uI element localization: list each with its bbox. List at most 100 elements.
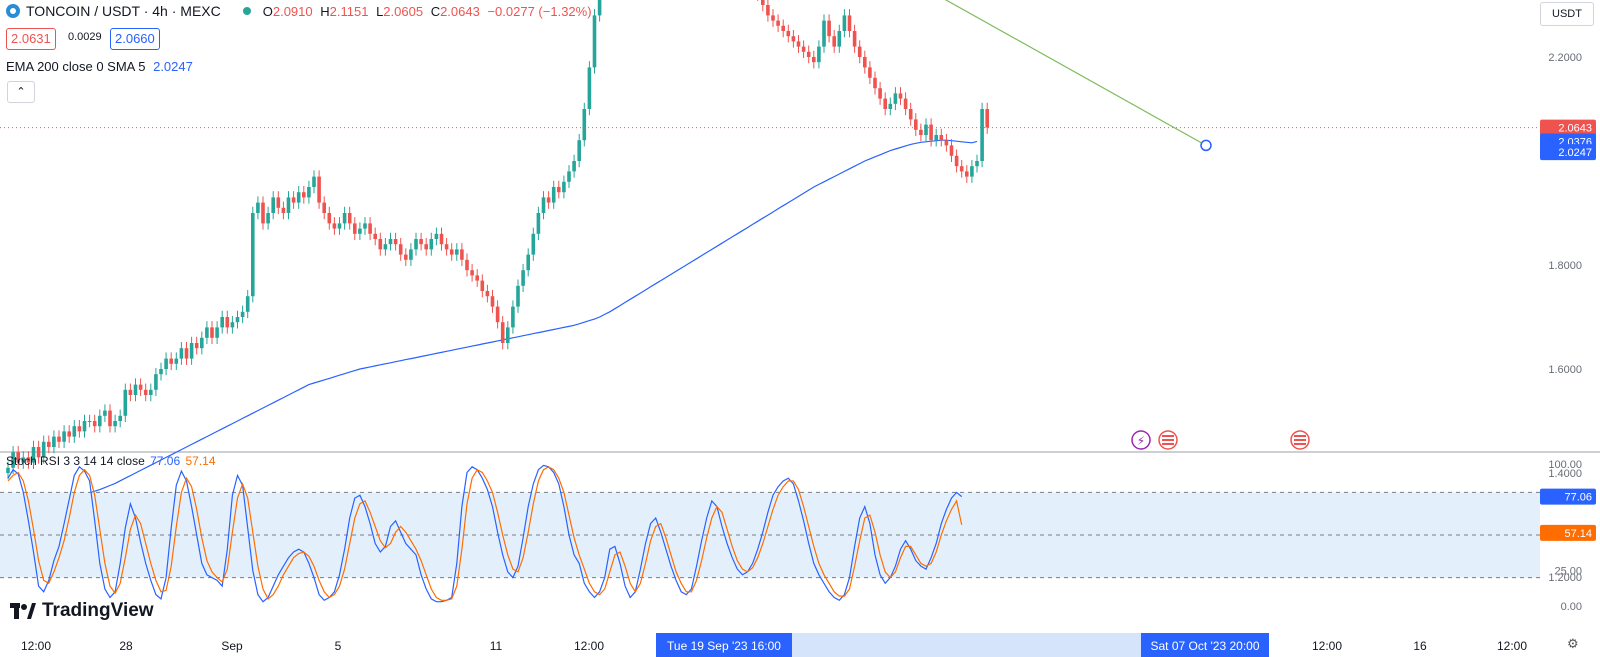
ema-legend[interactable]: EMA 200 close 0 SMA 5 2.0247 <box>6 59 193 74</box>
candle-body-166 <box>852 31 857 47</box>
candle-body-94 <box>485 291 490 297</box>
candle-body-15 <box>82 421 87 432</box>
candle-body-165 <box>847 15 852 31</box>
candle-body-35 <box>184 348 189 359</box>
candle-body-41 <box>215 327 219 338</box>
candle-body-21 <box>113 421 117 427</box>
candle-body-53 <box>276 197 281 208</box>
toncoin-logo-icon <box>6 4 20 18</box>
candle-body-109 <box>562 181 566 193</box>
time-axis-tick-1: 28 <box>119 639 133 653</box>
candle-body-73 <box>378 239 383 250</box>
candle-body-76 <box>393 239 398 245</box>
candle-body-149 <box>766 5 770 16</box>
settings-gear-icon[interactable]: ⚙ <box>1567 636 1579 651</box>
candle-body-160 <box>822 20 826 47</box>
candle-body-19 <box>103 410 107 416</box>
candle-body-26 <box>138 384 143 390</box>
candle-body-163 <box>837 31 842 47</box>
candle-body-101 <box>521 270 525 286</box>
candle-body-107 <box>551 187 556 203</box>
currency-button[interactable]: USDT <box>1540 2 1594 26</box>
candle-body-92 <box>475 275 479 281</box>
candle-body-16 <box>87 421 92 422</box>
candle-body-158 <box>812 57 816 63</box>
candle-body-183 <box>939 135 944 141</box>
event-lightning-icon <box>1131 430 1151 450</box>
candle-body-88 <box>455 249 459 255</box>
candle-body-52 <box>271 197 275 213</box>
candle-body-44 <box>230 322 235 328</box>
candle-body-25 <box>133 384 138 395</box>
price-label-3 <box>1540 144 1596 161</box>
flag-stripe-0-2 <box>1162 443 1174 445</box>
candle-body-0 <box>6 467 10 473</box>
candle-body-177 <box>908 109 913 120</box>
candle-body-105 <box>541 197 546 213</box>
buy-price-button[interactable]: 2.0660 <box>110 28 160 50</box>
candle-body-14 <box>77 426 82 432</box>
candle-body-55 <box>286 197 291 213</box>
candle-body-100 <box>516 285 520 307</box>
price-label-text-1: 2.0643 <box>1558 123 1592 135</box>
collapse-legend-button[interactable]: ⌃ <box>7 81 35 103</box>
candle-body-33 <box>174 358 179 364</box>
time-axis-tick-2: Sep <box>221 639 243 653</box>
candle-body-175 <box>898 93 903 99</box>
candle-body-173 <box>888 103 893 109</box>
candle-body-187 <box>959 166 964 172</box>
stoch-rsi-legend[interactable]: Stoch RSI 3 3 14 14 close 77.06 57.14 <box>6 454 216 468</box>
candle-body-7 <box>41 441 46 458</box>
candle-body-85 <box>439 233 444 245</box>
candle-body-56 <box>291 197 296 203</box>
candle-body-17 <box>92 421 97 427</box>
candle-body-108 <box>557 187 561 193</box>
candle-body-4 <box>26 457 31 463</box>
candle-body-167 <box>857 46 862 57</box>
flag-stripe-0-0 <box>1162 435 1174 437</box>
candle-body-180 <box>924 124 928 135</box>
stoch-k-line <box>7 464 963 603</box>
time-axis-tick-3: 5 <box>335 639 342 653</box>
candle-body-58 <box>302 192 306 198</box>
candle-body-6 <box>36 447 41 458</box>
flag-stripe-1-1 <box>1294 439 1306 441</box>
candle-body-96 <box>495 306 500 323</box>
candle-body-57 <box>296 192 301 203</box>
candle-body-159 <box>817 46 821 63</box>
price-axis-tick-1: 2.2000 <box>1548 52 1582 64</box>
candle-body-40 <box>210 327 214 338</box>
candle-body-47 <box>245 296 250 312</box>
candle-body-22 <box>118 415 122 421</box>
tradingview-logo: TradingView <box>10 600 154 622</box>
stoch-axis-tick-2: 25.00 <box>1554 566 1582 578</box>
candle-body-83 <box>429 239 434 250</box>
symbol-title[interactable]: TONCOIN / USDT · 4h · MEXC <box>26 3 221 19</box>
candle-body-174 <box>893 93 898 104</box>
candle-body-152 <box>781 25 785 31</box>
sell-price-button[interactable]: 2.0631 <box>6 28 56 50</box>
candle-body-30 <box>159 369 163 375</box>
trendline-end-handle <box>1200 139 1212 152</box>
candle-body-36 <box>189 343 194 359</box>
time-axis-tick-4: 11 <box>490 639 503 653</box>
candle-body-18 <box>98 415 102 427</box>
ema-legend-value: 2.0247 <box>153 59 193 74</box>
crosshair-time-text-0: Tue 19 Sep '23 16:00 <box>667 639 781 653</box>
candle-body-153 <box>786 31 791 37</box>
candle-body-181 <box>929 124 933 141</box>
candle-body-93 <box>480 280 485 291</box>
candle-body-54 <box>281 207 286 213</box>
candle-body-97 <box>500 322 505 343</box>
candle-body-60 <box>312 176 316 187</box>
candle-body-164 <box>842 15 847 31</box>
candle-body-5 <box>31 447 36 463</box>
candle-body-114 <box>587 67 592 109</box>
stoch-k-legend-value: 77.06 <box>150 454 181 468</box>
stoch-d-label-text: 57.14 <box>1564 528 1592 540</box>
tradingview-wordmark: TradingView <box>42 600 154 621</box>
market-status-icon <box>242 7 251 15</box>
price-axis-tick-4: 1.4000 <box>1548 468 1582 480</box>
candle-body-43 <box>225 317 230 328</box>
